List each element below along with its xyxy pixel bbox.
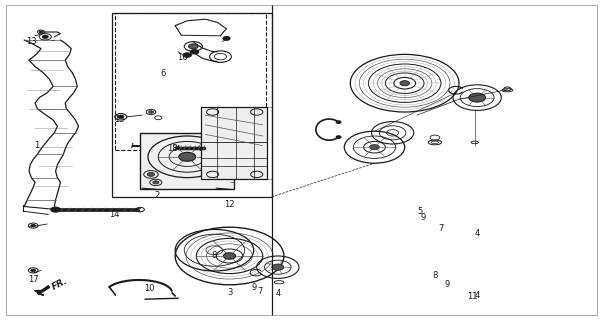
Circle shape (147, 172, 155, 176)
Bar (201, 107, 267, 179)
Text: FR.: FR. (50, 276, 69, 292)
Text: 5: 5 (417, 207, 422, 216)
Text: 12: 12 (224, 200, 235, 209)
Text: 9: 9 (251, 284, 256, 292)
Text: 16: 16 (177, 53, 188, 62)
Text: 14: 14 (109, 210, 120, 219)
Circle shape (179, 152, 196, 161)
Bar (115, 13, 266, 150)
Text: 7: 7 (439, 224, 443, 233)
Circle shape (149, 111, 153, 113)
Circle shape (118, 115, 124, 118)
Circle shape (39, 31, 43, 33)
Text: 18: 18 (167, 144, 178, 153)
Circle shape (183, 53, 191, 57)
Text: 17: 17 (28, 276, 39, 284)
Text: 11: 11 (467, 292, 478, 301)
Circle shape (336, 121, 341, 124)
Text: 13: 13 (26, 37, 37, 46)
Text: 6: 6 (161, 69, 165, 78)
Circle shape (188, 44, 198, 49)
Circle shape (370, 145, 379, 150)
Circle shape (153, 181, 159, 184)
Circle shape (190, 50, 199, 54)
Bar (112, 13, 272, 197)
Text: 9: 9 (445, 280, 449, 289)
Circle shape (31, 269, 36, 272)
Text: 8: 8 (212, 252, 217, 260)
Circle shape (51, 207, 60, 212)
Text: 2: 2 (155, 191, 159, 200)
Text: 1: 1 (34, 141, 39, 150)
Text: 4: 4 (475, 292, 480, 300)
Circle shape (469, 93, 486, 102)
Text: 9: 9 (420, 213, 425, 222)
Text: 4: 4 (475, 229, 480, 238)
Text: 8: 8 (432, 271, 437, 280)
Text: 15: 15 (114, 116, 125, 124)
Circle shape (31, 224, 36, 227)
Text: 7: 7 (257, 287, 262, 296)
Circle shape (223, 253, 236, 259)
Circle shape (42, 35, 48, 38)
Circle shape (272, 264, 284, 270)
Text: 4: 4 (275, 289, 280, 298)
Text: 10: 10 (144, 284, 155, 293)
Text: 3: 3 (227, 288, 232, 297)
Circle shape (223, 36, 230, 40)
Polygon shape (37, 286, 50, 294)
Circle shape (336, 136, 341, 138)
Polygon shape (34, 291, 43, 295)
Circle shape (400, 81, 410, 86)
Bar (140, 133, 234, 189)
